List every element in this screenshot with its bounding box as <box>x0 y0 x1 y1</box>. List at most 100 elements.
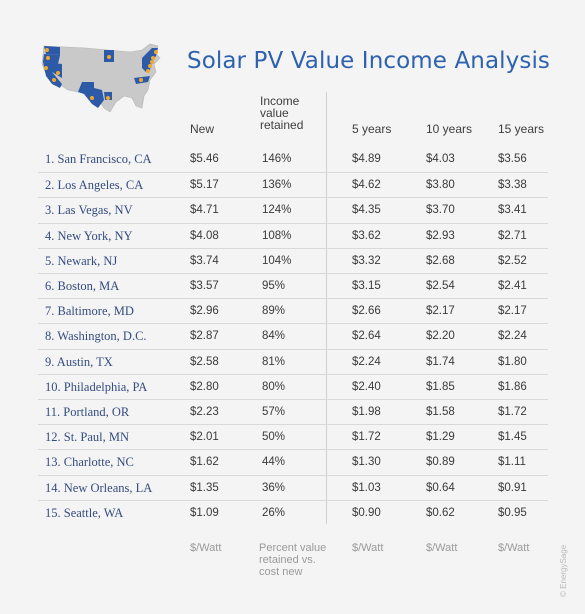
header-retained: Income value retained <box>260 95 303 131</box>
retained-percent-cell: 26% <box>262 506 286 519</box>
retained-percent-cell: 104% <box>262 254 292 267</box>
table-row: 5. Newark, NJ $3.74 104% $3.32 $2.68 $2.52 <box>38 247 548 274</box>
city-dot <box>56 71 60 75</box>
table-row: 13. Charlotte, NC $1.62 44% $1.30 $0.89 $1.11 <box>38 449 548 475</box>
city-cell: 1. San Francisco, CA <box>45 152 152 166</box>
state-texas <box>78 82 104 108</box>
retained-percent-cell: 89% <box>262 305 286 318</box>
five-year-value-cell: $2.66 <box>352 305 381 318</box>
fifteen-year-value-cell: $1.72 <box>498 406 527 418</box>
five-year-value-cell: $1.30 <box>352 456 381 469</box>
ten-year-value-cell: $0.62 <box>426 506 455 519</box>
ten-year-value-cell: $2.54 <box>426 280 455 292</box>
city-dot <box>148 64 152 68</box>
header-retained-line1: Income <box>260 94 300 108</box>
footer-5-years-unit: $/Watt <box>352 542 384 554</box>
five-year-value-cell: $4.62 <box>352 179 381 192</box>
fifteen-year-value-cell: $2.41 <box>498 280 527 292</box>
city-dot <box>150 60 154 64</box>
fifteen-year-value-cell: $0.95 <box>498 506 527 519</box>
retained-percent-cell: 80% <box>262 380 286 393</box>
footer-percent-unit: Percent value retained vs. cost new <box>259 542 326 578</box>
header-new: New <box>190 122 215 136</box>
state-washington <box>44 46 60 55</box>
table-row: 3. Las Vegas, NV $4.71 124% $4.35 $3.70 $3.41 <box>38 197 548 223</box>
footer-10-years-unit: $/Watt <box>426 542 458 554</box>
fifteen-year-value-cell: $3.41 <box>498 204 527 217</box>
city-dot <box>107 55 111 59</box>
fifteen-year-value-cell: $1.80 <box>498 355 527 368</box>
ten-year-value-cell: $1.74 <box>426 355 455 368</box>
fifteen-year-value-cell: $0.91 <box>498 481 527 494</box>
five-year-value-cell: $2.24 <box>352 355 381 368</box>
fifteen-year-value-cell: $1.86 <box>498 380 527 393</box>
table-row: 14. New Orleans, LA $1.35 36% $1.03 $0.64 $0.… <box>38 474 548 501</box>
ten-year-value-cell: $3.70 <box>426 204 455 217</box>
retained-percent-cell: 95% <box>262 280 286 292</box>
city-dots <box>44 48 158 100</box>
city-cell: 15. Seattle, WA <box>45 505 124 520</box>
new-value-cell: $2.80 <box>190 380 219 393</box>
column-divider <box>326 92 327 524</box>
city-cell: 8. Washington, D.C. <box>45 329 147 344</box>
ten-year-value-cell: $0.64 <box>426 481 455 494</box>
retained-percent-cell: 57% <box>262 406 286 418</box>
retained-percent-cell: 136% <box>262 179 292 192</box>
new-value-cell: $2.23 <box>190 406 219 418</box>
five-year-value-cell: $2.64 <box>352 330 381 343</box>
table-row: 12. St. Paul, MN $2.01 50% $1.72 $1.29 $1.45 <box>38 424 548 450</box>
ten-year-value-cell: $3.80 <box>426 179 455 192</box>
new-value-cell: $2.58 <box>190 355 219 368</box>
fifteen-year-value-cell: $1.45 <box>498 431 527 444</box>
ten-year-value-cell: $2.68 <box>426 254 455 267</box>
table-row: 11. Portland, OR $2.23 57% $1.98 $1.58 $1.72 <box>38 399 548 425</box>
new-value-cell: $1.09 <box>190 506 219 519</box>
fifteen-year-value-cell: $2.24 <box>498 330 527 343</box>
table-row: 2. Los Angeles, CA $5.17 136% $4.62 $3.80 $3.… <box>38 172 548 198</box>
city-cell: 5. Newark, NJ <box>45 253 118 268</box>
five-year-value-cell: $3.62 <box>352 229 381 242</box>
city-cell: 9. Austin, TX <box>45 354 113 369</box>
header-retained-line3: retained <box>260 118 304 132</box>
fifteen-year-value-cell: $2.52 <box>498 254 527 267</box>
retained-percent-cell: 84% <box>262 330 286 343</box>
city-cell: 11. Portland, OR <box>45 405 130 419</box>
city-dot <box>44 66 48 70</box>
city-cell: 3. Las Vegas, NV <box>45 203 133 218</box>
header-15-years: 15 years <box>498 122 545 136</box>
city-cell: 7. Baltimore, MD <box>45 304 134 319</box>
fifteen-year-value-cell: $1.11 <box>498 456 526 469</box>
city-cell: 12. St. Paul, MN <box>45 430 130 445</box>
city-dot <box>139 78 143 82</box>
new-value-cell: $2.01 <box>190 431 219 444</box>
five-year-value-cell: $1.98 <box>352 406 381 418</box>
city-cell: 10. Philadelphia, PA <box>45 379 148 394</box>
city-dot <box>146 69 150 73</box>
five-year-value-cell: $1.72 <box>352 431 381 444</box>
five-year-value-cell: $3.15 <box>352 280 381 292</box>
us-map-icon <box>41 43 161 113</box>
city-dot <box>45 48 49 52</box>
ten-year-value-cell: $2.17 <box>426 305 455 318</box>
city-cell: 13. Charlotte, NC <box>45 455 134 470</box>
five-year-value-cell: $4.35 <box>352 204 381 217</box>
city-cell: 2. Los Angeles, CA <box>45 178 144 193</box>
footer-percent-line2: retained vs. <box>259 554 316 566</box>
new-value-cell: $4.71 <box>190 204 219 217</box>
table-row: 10. Philadelphia, PA $2.80 80% $2.40 $1.85 $1… <box>38 373 548 400</box>
ten-year-value-cell: $1.85 <box>426 380 455 393</box>
city-dot <box>154 50 158 54</box>
footer-15-years-unit: $/Watt <box>498 542 530 554</box>
city-cell: 14. New Orleans, LA <box>45 480 153 495</box>
five-year-value-cell: $0.90 <box>352 506 381 519</box>
five-year-value-cell: $4.89 <box>352 153 381 165</box>
table-row: 1. San Francisco, CA $5.46 146% $4.89 $4.03 $… <box>38 147 548 172</box>
city-dot <box>151 56 155 60</box>
page-title: Solar PV Value Income Analysis <box>187 48 551 74</box>
ten-year-value-cell: $1.29 <box>426 431 455 444</box>
retained-percent-cell: 44% <box>262 456 286 469</box>
city-dot <box>90 96 94 100</box>
retained-percent-cell: 50% <box>262 431 286 444</box>
new-value-cell: $1.35 <box>190 481 219 494</box>
table-row: 9. Austin, TX $2.58 81% $2.24 $1.74 $1.80 <box>38 348 548 375</box>
